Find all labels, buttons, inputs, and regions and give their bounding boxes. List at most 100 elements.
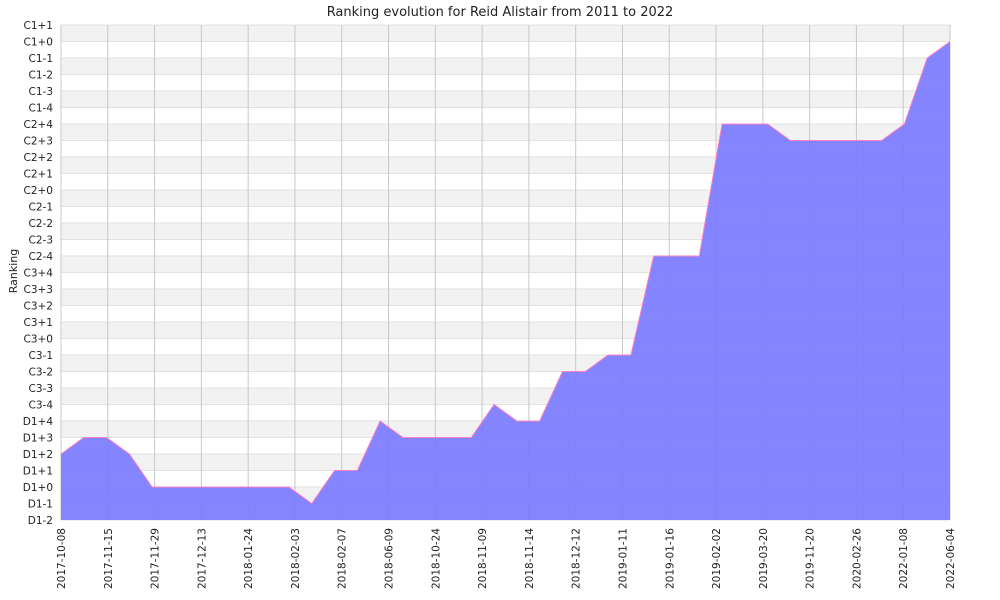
y-tick-label: C3-3 xyxy=(29,383,53,395)
y-tick-label: D1-2 xyxy=(28,515,53,527)
band-28 xyxy=(61,41,950,58)
data-point-20 xyxy=(515,420,518,423)
band-23 xyxy=(61,124,950,141)
y-tick-label: D1+0 xyxy=(23,482,53,494)
y-axis-label: Ranking xyxy=(7,249,20,294)
data-point-14 xyxy=(379,420,382,423)
data-point-23 xyxy=(584,370,587,373)
x-tick-labels: 2017-10-08 2017-11-15 2017-11-29 2017-12-13… xyxy=(56,528,957,589)
y-tick-label: C2+1 xyxy=(24,169,54,181)
y-tick-label: D1+3 xyxy=(23,433,53,445)
y-tick-label: C1-3 xyxy=(29,86,53,98)
data-point-18 xyxy=(470,436,473,439)
data-point-16 xyxy=(424,436,427,439)
data-point-33 xyxy=(812,139,815,142)
x-tick-label: 2017-12-13 xyxy=(196,528,208,589)
y-tick-label: D1+1 xyxy=(23,466,53,478)
data-point-5 xyxy=(173,486,176,489)
x-tick-label: 2018-01-24 xyxy=(243,528,255,589)
data-point-34 xyxy=(835,139,838,142)
ranking-line xyxy=(60,41,951,505)
data-point-30 xyxy=(743,123,746,126)
y-tick-label: C3+4 xyxy=(24,268,54,280)
y-tick-label: C2+2 xyxy=(24,152,54,164)
x-tick-label: 2019-11-20 xyxy=(805,528,817,589)
y-tick-label: C1-4 xyxy=(29,103,54,115)
band-26 xyxy=(61,74,950,91)
y-tick-label: C3+1 xyxy=(24,317,54,329)
data-point-39 xyxy=(949,40,952,43)
chart-title: Ranking evolution for Reid Alistair from… xyxy=(327,5,674,20)
data-point-25 xyxy=(629,354,632,357)
data-point-8 xyxy=(242,486,245,489)
x-tick-label: 2019-01-11 xyxy=(617,528,629,589)
data-point-6 xyxy=(196,486,199,489)
data-point-32 xyxy=(789,139,792,142)
y-tick-label: C1+0 xyxy=(24,37,54,49)
y-tick-label: C2-3 xyxy=(29,235,53,247)
data-point-24 xyxy=(607,354,610,357)
x-tick-label: 2018-11-14 xyxy=(524,528,536,589)
x-tick-label: 2019-03-20 xyxy=(758,528,770,589)
y-tick-label: C3+0 xyxy=(24,334,54,346)
data-point-36 xyxy=(880,139,883,142)
y-tick-label: C2+3 xyxy=(24,136,54,148)
x-tick-label: 2017-10-08 xyxy=(56,528,68,589)
y-tick-label: C3+3 xyxy=(24,284,54,296)
data-point-0 xyxy=(60,453,63,456)
data-point-13 xyxy=(356,469,359,472)
data-point-3 xyxy=(128,453,131,456)
data-point-21 xyxy=(538,420,541,423)
y-tick-labels: D1-2 D1-1 D1+0 D1+1 D1+2 D1+3 D1+4 C3-4 C3-3 C3-2… xyxy=(23,20,54,527)
data-point-22 xyxy=(561,370,564,373)
band-25 xyxy=(61,91,950,108)
y-tick-label: C3-4 xyxy=(29,400,54,412)
y-tick-label: C1+1 xyxy=(24,20,54,32)
y-tick-label: C2+4 xyxy=(24,119,54,131)
data-point-12 xyxy=(333,469,336,472)
data-point-27 xyxy=(675,255,678,258)
y-tick-label: C2-2 xyxy=(29,218,53,230)
x-tick-label: 2022-01-08 xyxy=(898,528,910,589)
data-point-19 xyxy=(493,403,496,406)
y-tick-label: C2-1 xyxy=(29,202,53,214)
x-tick-label: 2018-12-12 xyxy=(571,528,583,589)
data-point-31 xyxy=(766,123,769,126)
x-tick-label: 2018-02-07 xyxy=(337,528,349,589)
y-tick-label: D1+4 xyxy=(23,416,54,428)
x-tick-label: 2019-02-02 xyxy=(711,528,723,589)
x-tick-label: 2022-06-04 xyxy=(945,528,957,589)
data-point-28 xyxy=(698,255,701,258)
data-point-29 xyxy=(721,123,724,126)
data-point-26 xyxy=(652,255,655,258)
y-tick-label: C3-1 xyxy=(29,350,53,362)
y-tick-label: D1-1 xyxy=(28,499,53,511)
band-29 xyxy=(61,25,950,42)
data-point-1 xyxy=(82,436,85,439)
data-point-4 xyxy=(151,486,154,489)
data-point-15 xyxy=(401,436,404,439)
y-tick-label: C2+0 xyxy=(24,185,54,197)
y-tick-label: C3+2 xyxy=(24,301,54,313)
x-tick-label: 2017-11-29 xyxy=(150,528,162,589)
x-tick-label: 2017-11-15 xyxy=(103,528,115,589)
ranking-area-fill xyxy=(61,41,950,520)
x-tick-label: 2018-11-09 xyxy=(477,528,489,589)
x-tick-label: 2018-06-09 xyxy=(384,528,396,589)
x-tick-label: 2019-01-16 xyxy=(664,528,676,589)
band-27 xyxy=(61,58,950,75)
data-point-9 xyxy=(265,486,268,489)
y-tick-label: C1-1 xyxy=(29,53,53,65)
data-point-2 xyxy=(105,436,108,439)
x-tick-label: 2020-02-26 xyxy=(851,528,863,589)
y-tick-label: C3-2 xyxy=(29,367,53,379)
y-tick-label: C2-4 xyxy=(29,251,54,263)
y-tick-label: C1-2 xyxy=(29,70,53,82)
data-point-17 xyxy=(447,436,450,439)
band-24 xyxy=(61,107,950,124)
x-tick-label: 2018-02-03 xyxy=(290,528,302,589)
data-point-38 xyxy=(926,57,929,60)
data-point-11 xyxy=(310,502,313,505)
data-point-7 xyxy=(219,486,222,489)
